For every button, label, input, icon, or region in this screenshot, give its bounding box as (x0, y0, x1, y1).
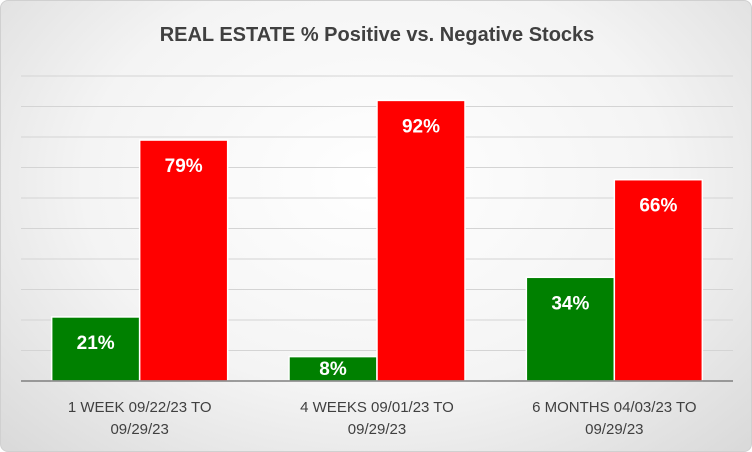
positive-bar-3 (525, 276, 616, 382)
category-label-1: 1 WEEK 09/22/23 TO (68, 399, 212, 416)
category-labels: 1 WEEK 09/22/23 TO 09/29/23 4 WEEKS 09/01/… (68, 399, 697, 438)
positive-data-label-2: 8% (319, 359, 347, 380)
category-label-3: 6 MONTHS 04/03/23 TO (532, 399, 697, 416)
negative-bar-2 (376, 99, 466, 382)
chart-title: REAL ESTATE % Positive vs. Negative Stoc… (160, 24, 595, 46)
negative-data-label-1: 79% (165, 156, 203, 177)
positive-data-label-1: 21% (77, 333, 115, 354)
bars (50, 99, 704, 382)
category-label-3: 09/29/23 (585, 421, 643, 438)
negative-data-label-2: 92% (402, 116, 440, 137)
data-labels: 21% 79% 8% 92% 34% 66% (77, 116, 678, 380)
category-label-2: 4 WEEKS 09/01/23 TO (300, 399, 454, 416)
negative-bar-1 (138, 139, 229, 382)
negative-data-label-3: 66% (639, 196, 677, 217)
category-label-1: 09/29/23 (110, 421, 168, 438)
negative-bar-3 (613, 178, 704, 382)
positive-data-label-3: 34% (551, 293, 589, 314)
category-label-2: 09/29/23 (348, 421, 406, 438)
